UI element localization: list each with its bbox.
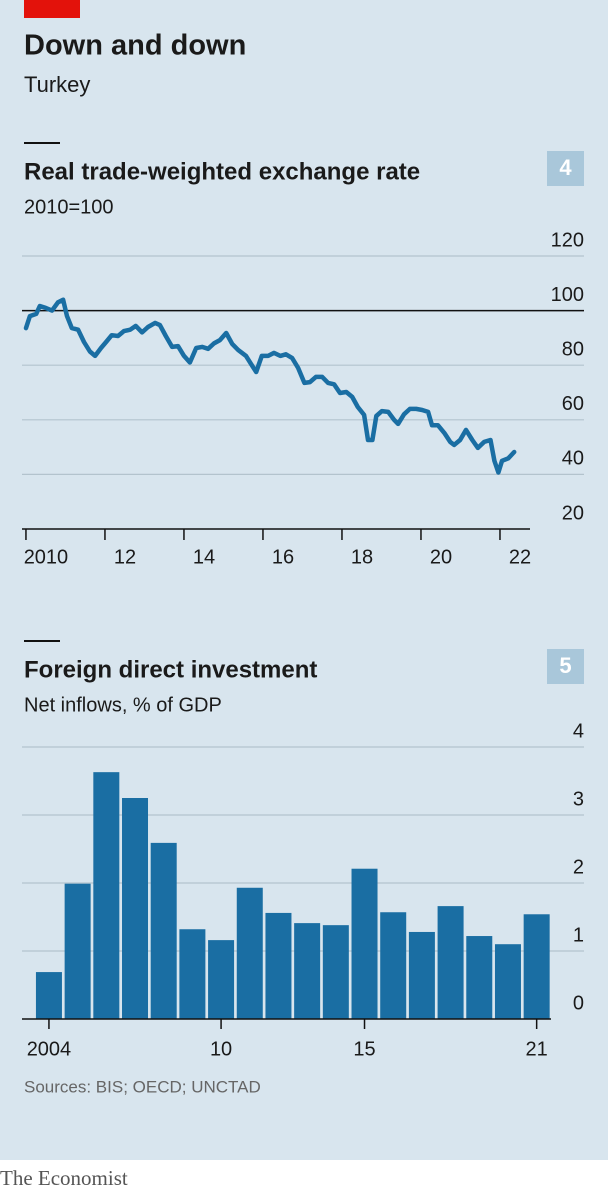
x-tick-label: 20 [430, 546, 452, 568]
y-tick-label: 40 [562, 448, 584, 470]
x-tick-label: 10 [210, 1038, 232, 1060]
panel-box [547, 151, 584, 186]
bar [466, 936, 493, 1019]
bar [150, 842, 177, 1019]
bar [265, 912, 292, 1019]
y-tick-label: 3 [573, 788, 584, 810]
chart-subtitle: Net inflows, % of GDP [24, 694, 222, 716]
x-tick-label: 16 [272, 546, 294, 568]
y-tick-label: 60 [562, 393, 584, 415]
subtitle: Turkey [24, 72, 90, 97]
bar [122, 798, 149, 1019]
y-tick-label: 1 [573, 924, 584, 946]
bar [351, 868, 378, 1019]
bar [322, 925, 349, 1019]
y-tick-label: 2 [573, 856, 584, 878]
chart-title: Foreign direct investment [24, 656, 317, 683]
bar [93, 772, 120, 1019]
line [23, 297, 517, 475]
panel-number: 5 [559, 653, 571, 678]
bar [208, 940, 235, 1019]
y-tick-label: 4 [573, 720, 584, 742]
chart-title: Real trade-weighted exchange rate [24, 158, 420, 185]
x-tick-label: 18 [351, 546, 373, 568]
bar [294, 923, 321, 1019]
bar [179, 929, 206, 1019]
bar [236, 887, 263, 1019]
bar [380, 912, 407, 1019]
red-tab [24, 0, 80, 18]
chart-subtitle: 2010=100 [24, 196, 114, 218]
x-tick-label: 21 [526, 1038, 548, 1060]
x-tick-label: 22 [509, 546, 531, 568]
brand: The Economist [0, 1166, 128, 1190]
y-tick-label: 20 [562, 502, 584, 524]
x-tick-label: 15 [353, 1038, 375, 1060]
bar [35, 972, 62, 1019]
y-tick-label: 120 [551, 229, 584, 251]
sources: Sources: BIS; OECD; UNCTAD [24, 1077, 261, 1096]
x-tick-label: 14 [193, 546, 215, 568]
bar [494, 944, 521, 1019]
y-tick-label: 0 [573, 992, 584, 1014]
bar [64, 883, 91, 1019]
x-tick-label: 12 [114, 546, 136, 568]
x-tick-label: 2004 [27, 1038, 72, 1060]
y-tick-label: 100 [551, 284, 584, 306]
panel-box [547, 649, 584, 684]
bar [408, 931, 435, 1019]
panel-number: 4 [559, 155, 572, 180]
x-tick-label: 2010 [24, 546, 69, 568]
title: Down and down [24, 30, 246, 62]
bar [437, 906, 464, 1019]
y-tick-label: 80 [562, 338, 584, 360]
bar [523, 914, 550, 1019]
